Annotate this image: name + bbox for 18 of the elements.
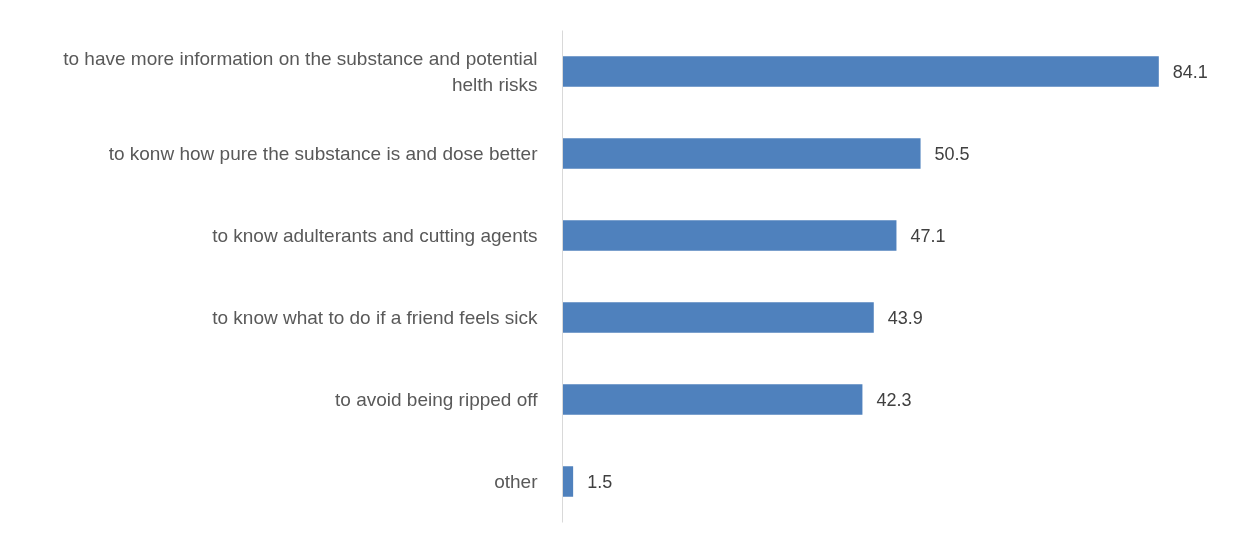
data-label: 43.9 <box>887 308 923 328</box>
y-tick-label: to know adulterants and cutting agents <box>212 225 538 246</box>
data-label: 50.5 <box>934 144 970 164</box>
y-tick-label: to have more information on the substance and potential helth risks <box>63 48 538 95</box>
bar <box>562 466 574 497</box>
y-tick-label: to konw how pure the substance is and dose better <box>108 143 539 164</box>
data-label: 47.1 <box>910 226 946 246</box>
data-label: 1.5 <box>587 472 613 492</box>
data-label: 42.3 <box>876 390 912 410</box>
bar <box>562 220 897 251</box>
bar <box>562 302 874 333</box>
y-tick-label: to avoid being ripped off <box>335 389 539 410</box>
bar <box>562 384 863 415</box>
bar <box>562 56 1159 87</box>
y-tick-label: other <box>494 471 539 492</box>
data-label: 84.1 <box>1172 62 1208 82</box>
y-tick-label: to know what to do if a friend feels sick <box>212 307 538 328</box>
bar <box>562 138 921 169</box>
